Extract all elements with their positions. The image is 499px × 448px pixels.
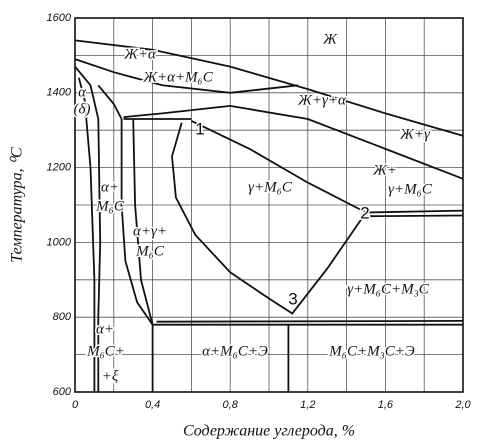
- phase-boundary: [156, 320, 464, 323]
- x-tick-label: 2,0: [454, 399, 471, 411]
- phase-label: α+: [101, 179, 119, 195]
- phase-boundary: [369, 214, 464, 218]
- phase-label: M₆C: [135, 243, 165, 259]
- phase-label: γ+M₆C: [248, 179, 293, 195]
- y-tick-label: 800: [53, 311, 72, 323]
- phase-label: α+M₆C+Э: [202, 343, 268, 359]
- phase-label: α+: [96, 321, 114, 337]
- phase-label: +ξ: [102, 368, 119, 384]
- phase-label: Ж+γ+α: [297, 92, 347, 108]
- phase-boundary: [132, 118, 154, 325]
- phase-label: γ+M₆C+M₃C: [347, 281, 430, 297]
- phase-boundary: [171, 122, 367, 315]
- phase-boundary: [97, 84, 123, 120]
- plot-frame: [74, 17, 464, 393]
- phase-boundary: [74, 58, 299, 94]
- x-tick-label: 0,8: [223, 399, 239, 411]
- y-tick-label: 600: [53, 386, 72, 398]
- y-tick-label: 1600: [47, 12, 72, 24]
- phase-label: Ж+γ: [399, 126, 431, 142]
- phase-label: α: [78, 84, 87, 100]
- x-tick-label: 1,2: [300, 399, 315, 411]
- phase-boundary: [74, 66, 102, 392]
- x-axis-title: Содержание углерода, %: [183, 423, 355, 440]
- phase-boundary: [191, 120, 367, 214]
- point-label: 2: [360, 203, 369, 222]
- phase-label: α+γ+: [133, 223, 167, 239]
- phase-boundary: [78, 77, 96, 392]
- phase-label: Ж+α: [123, 46, 157, 62]
- phase-label: M₆C+: [86, 343, 125, 359]
- phase-label: (δ): [74, 101, 91, 117]
- phase-label: Ж+: [372, 162, 397, 178]
- phase-boundary: [365, 209, 464, 214]
- x-tick-label: 0: [72, 399, 79, 411]
- phase-label: Ж: [322, 31, 338, 47]
- phase-label: M₆C: [95, 198, 125, 214]
- point-label: 1: [195, 119, 204, 138]
- y-tick-label: 1200: [47, 162, 72, 174]
- phase-boundary: [74, 39, 464, 137]
- x-tick-label: 1,6: [378, 399, 394, 411]
- phase-boundary: [123, 104, 464, 180]
- phase-label: γ+M₆C: [388, 181, 433, 197]
- y-tick-label: 1400: [47, 87, 72, 99]
- phase-label: M₆C+M₃C+Э: [328, 343, 415, 359]
- phase-boundary: [120, 119, 154, 326]
- point-label: 3: [288, 289, 297, 308]
- phase-label: Ж+α+M₆C: [142, 69, 214, 85]
- y-tick-label: 1000: [47, 236, 72, 248]
- y-axis-title: Температура, ⁰C: [9, 147, 26, 263]
- x-tick-label: 0,4: [145, 399, 160, 411]
